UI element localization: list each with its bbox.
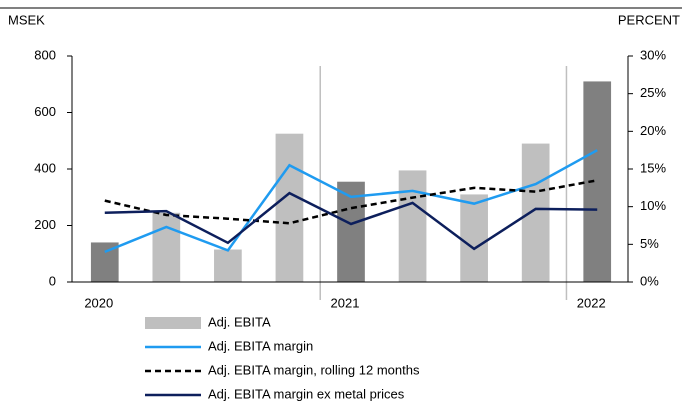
- legend-label: Adj. EBITA margin: [208, 338, 313, 353]
- y-axis-label: MSEK: [8, 12, 45, 27]
- y-tick-label: 0: [49, 273, 56, 288]
- bar: [521, 143, 550, 282]
- line-series: [104, 179, 598, 225]
- line-series: [104, 191, 598, 251]
- legend-label: Adj. EBITA margin ex metal prices: [208, 386, 405, 401]
- bar: [337, 181, 365, 282]
- y-tick-label: 400: [34, 160, 56, 175]
- legend-label: Adj. EBITA margin, rolling 12 months: [208, 362, 420, 377]
- bar: [398, 170, 427, 282]
- x-tick-label: 2022: [577, 295, 606, 310]
- y2-tick-label: 0%: [640, 273, 659, 288]
- x-tick-label: 2021: [331, 295, 360, 310]
- y2-tick-label: 10%: [640, 198, 666, 213]
- y2-axis-label: PERCENT: [618, 12, 680, 27]
- y2-tick-label: 25%: [640, 85, 666, 100]
- legend-swatch: [145, 317, 201, 329]
- bar: [275, 133, 304, 282]
- bar: [214, 249, 242, 282]
- legend-label: Adj. EBITA: [208, 314, 271, 329]
- bar: [460, 194, 488, 282]
- bar: [583, 81, 612, 282]
- y2-tick-label: 5%: [640, 236, 659, 251]
- x-tick-label: 2020: [84, 295, 113, 310]
- y2-tick-label: 15%: [640, 160, 666, 175]
- bar: [152, 212, 181, 282]
- y2-tick-label: 30%: [640, 47, 666, 62]
- y-tick-label: 200: [34, 217, 56, 232]
- y-tick-label: 600: [34, 104, 56, 119]
- y2-tick-label: 20%: [640, 123, 666, 138]
- y-tick-label: 800: [34, 47, 56, 62]
